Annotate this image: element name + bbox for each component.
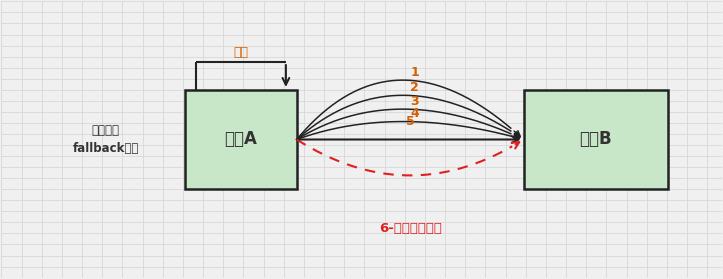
Text: 6-流量达到峰値: 6-流量达到峰値 [379, 222, 442, 235]
Text: 燕断: 燕断 [234, 46, 249, 59]
Text: 服务B: 服务B [579, 131, 612, 148]
Text: 1: 1 [411, 66, 419, 79]
Text: 服务A: 服务A [224, 131, 257, 148]
Text: 5: 5 [406, 116, 414, 128]
FancyBboxPatch shape [185, 90, 296, 189]
Text: 3: 3 [411, 95, 419, 108]
Text: 执行本地
fallback方法: 执行本地 fallback方法 [72, 124, 139, 155]
Text: 2: 2 [409, 81, 419, 94]
FancyBboxPatch shape [523, 90, 667, 189]
Text: 4: 4 [411, 107, 419, 120]
